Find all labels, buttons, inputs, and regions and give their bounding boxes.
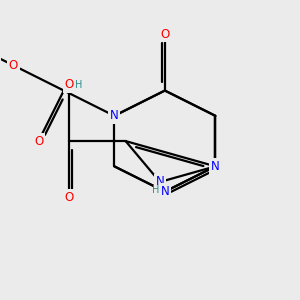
Text: O: O [160,28,170,40]
Text: O: O [34,135,43,148]
Text: H: H [152,185,159,195]
Text: N: N [211,160,220,173]
Text: O: O [9,59,18,72]
Text: O: O [64,191,74,204]
Text: N: N [160,185,169,198]
Text: N: N [155,176,164,188]
Text: O: O [64,78,74,91]
Text: H: H [75,80,82,90]
Text: N: N [110,109,119,122]
